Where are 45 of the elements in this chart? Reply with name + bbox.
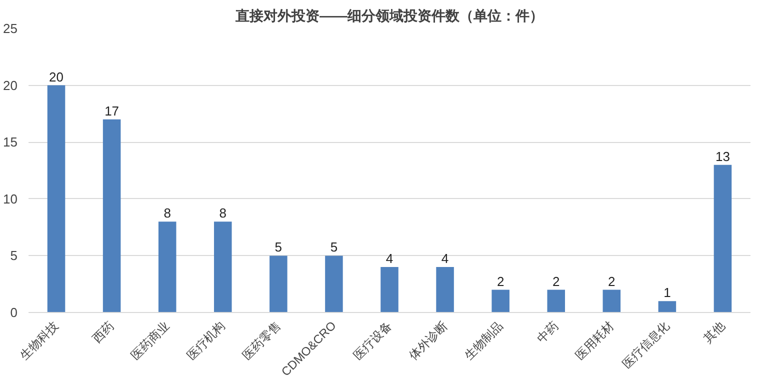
data-label: 2 bbox=[496, 274, 504, 289]
y-tick-label: 5 bbox=[10, 248, 18, 264]
x-tick-label: 医疗机构 bbox=[184, 318, 228, 362]
bar bbox=[158, 222, 176, 312]
data-label: 8 bbox=[164, 206, 171, 221]
data-label: 13 bbox=[716, 148, 730, 164]
x-tick-label: 医用耗材 bbox=[572, 318, 617, 362]
y-tick-label: 25 bbox=[3, 21, 18, 36]
data-label: 17 bbox=[104, 103, 120, 118]
x-tick-label: 其他 bbox=[700, 318, 728, 346]
x-tick-label: 体外诊断 bbox=[406, 318, 450, 362]
bar bbox=[714, 164, 732, 312]
x-tick-label: 医疗设备 bbox=[350, 318, 394, 362]
data-label: 5 bbox=[330, 240, 338, 255]
bar bbox=[602, 290, 621, 312]
bar bbox=[547, 290, 565, 312]
x-tick-label: 生物科技 bbox=[17, 318, 62, 362]
data-label: 2 bbox=[608, 274, 616, 289]
y-tick-label: 15 bbox=[3, 134, 18, 150]
data-label: 2 bbox=[552, 274, 560, 289]
x-tick-label: 中药 bbox=[534, 318, 562, 346]
y-tick-label: 10 bbox=[3, 191, 18, 206]
bar bbox=[492, 290, 510, 312]
bar bbox=[436, 267, 454, 312]
data-label: 4 bbox=[441, 251, 449, 266]
bar bbox=[325, 256, 343, 312]
bar bbox=[214, 222, 232, 312]
bar bbox=[658, 301, 676, 312]
x-tick-label: 医药零售 bbox=[240, 318, 284, 362]
data-label: 1 bbox=[664, 285, 671, 300]
data-label: 20 bbox=[49, 69, 64, 84]
bar bbox=[47, 85, 66, 312]
bar bbox=[270, 256, 288, 312]
bar bbox=[102, 119, 121, 312]
data-label: 4 bbox=[386, 251, 394, 266]
data-label: 8 bbox=[219, 206, 227, 221]
x-tick-label: 生物制品 bbox=[462, 318, 506, 362]
x-tick-label: 医疗信息化 bbox=[620, 318, 672, 371]
x-tick-label: 医药商业 bbox=[128, 318, 172, 362]
bar bbox=[380, 267, 398, 312]
data-label: 5 bbox=[274, 240, 282, 255]
y-tick-label: 20 bbox=[3, 78, 18, 93]
chart-title: 直接对外投资——细分领域投资件数（单位：件） bbox=[234, 8, 544, 24]
x-tick-label: 西药 bbox=[90, 318, 117, 346]
y-tick-label: 0 bbox=[10, 305, 18, 320]
